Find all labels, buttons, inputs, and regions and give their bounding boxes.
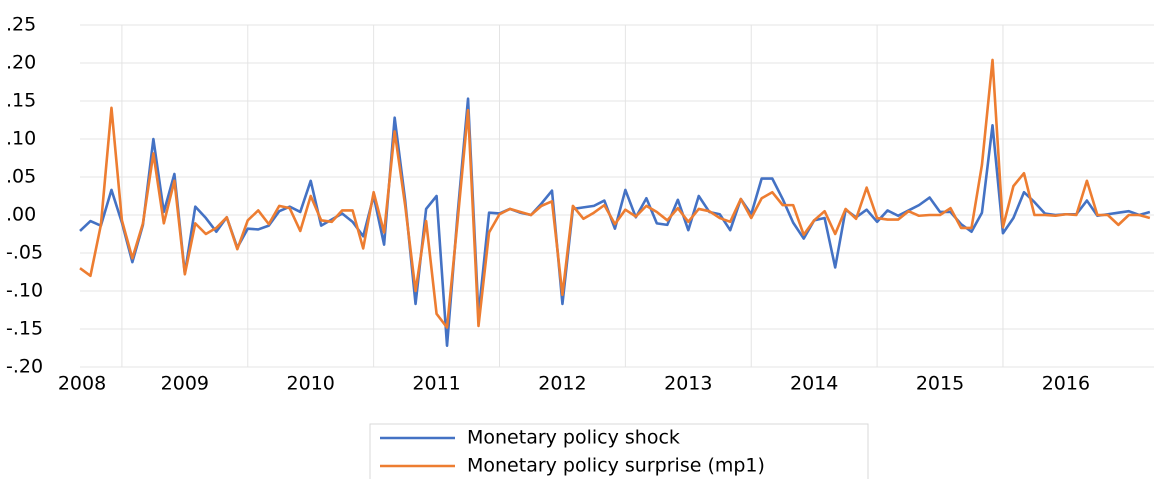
x-tick-label: 2016 — [1042, 373, 1090, 395]
legend: Monetary policy shock Monetary policy sur… — [380, 427, 765, 477]
y-tick-label: .05 — [6, 166, 36, 188]
line-series — [79, 58, 1151, 329]
x-tick-label: 2009 — [161, 373, 209, 395]
legend-label: Monetary policy shock — [467, 427, 680, 449]
x-tick-label: 2011 — [412, 373, 460, 395]
y-tick-label: .15 — [6, 90, 36, 112]
x-tick-label: 2010 — [287, 373, 335, 395]
y-tick-label: .20 — [6, 52, 36, 74]
x-tick-label: 2015 — [916, 373, 964, 395]
legend-box — [369, 423, 869, 479]
x-tick-label: 2012 — [538, 373, 586, 395]
y-tick-label: -.20 — [6, 356, 43, 378]
x-tick-label: 2013 — [664, 373, 712, 395]
x-tick-label: 2008 — [58, 373, 106, 395]
y-tick-label: -.05 — [6, 242, 43, 264]
y-tick-label: .10 — [6, 128, 36, 150]
legend-label: Monetary policy surprise (mp1) — [467, 455, 765, 477]
y-tick-label: -.15 — [6, 318, 43, 340]
plot-area — [79, 58, 1151, 348]
y-tick-label: .00 — [6, 204, 36, 226]
y-tick-label: -.10 — [6, 280, 43, 302]
line-series — [79, 97, 1151, 348]
axes: .25 .20 .15 .10 .05 .00 -.05 -.10 -.15 -.20 2008 20… — [6, 14, 1090, 395]
x-tick-label: 2014 — [790, 373, 838, 395]
y-tick-label: .25 — [6, 14, 36, 36]
